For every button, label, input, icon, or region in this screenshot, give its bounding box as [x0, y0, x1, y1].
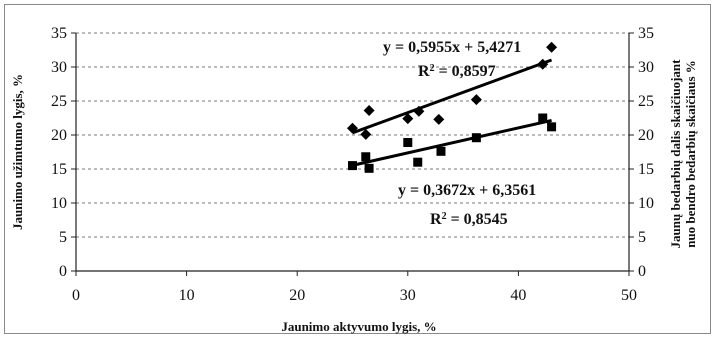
label-layer: Jaunimo aktyvumo lygis, % Jaunimo užimtu…	[10, 39, 698, 334]
y-tick-label-left-30: 30	[51, 59, 67, 76]
data-point-series-1-1	[360, 128, 372, 140]
data-point-series-1-8	[546, 41, 558, 53]
x-tick-label-10: 10	[179, 287, 195, 304]
r2-series-1: R2 = 0,8597	[418, 63, 496, 81]
y-axis-title-left: Jaunimo užimtumo lygis, %	[10, 74, 25, 230]
equation-series-1: y = 0,5955x + 5,4271	[383, 39, 521, 56]
y-tick-label-right-30: 30	[638, 59, 654, 76]
y-tick-label-left-5: 5	[59, 229, 67, 246]
r2-series-2-value: = 0,8545	[447, 211, 508, 228]
data-point-series-1-5	[433, 113, 445, 125]
trendline-series-2	[352, 118, 552, 167]
y-axis-title-right-line1: Jaunų bedarbių dalis skaičiuojant	[668, 59, 683, 249]
point-layer	[347, 41, 558, 173]
r2-series-2-prefix: R	[430, 211, 442, 228]
y-tick-label-right-0: 0	[638, 263, 646, 280]
x-tick-label-50: 50	[621, 287, 637, 304]
trendline-layer	[351, 58, 553, 167]
trendline-series-1	[351, 58, 553, 135]
y-tick-label-left-10: 10	[51, 195, 67, 212]
data-point-series-2-1	[361, 152, 371, 162]
data-point-series-2-8	[547, 122, 557, 132]
x-tick-label-0: 0	[72, 287, 80, 304]
r2-series-1-prefix: R	[418, 63, 430, 80]
y-tick-label-right-35: 35	[638, 25, 654, 42]
x-tick-label-30: 30	[400, 287, 416, 304]
y-tick-label-right-20: 20	[638, 127, 654, 144]
x-axis-title: Jaunimo aktyvumo lygis, %	[281, 319, 436, 334]
data-point-series-1-6	[470, 94, 482, 106]
y-tick-label-right-15: 15	[638, 161, 654, 178]
equation-series-2: y = 0,3672x + 6,3561	[398, 182, 536, 199]
data-point-series-1-2	[363, 105, 375, 117]
y-tick-label-right-5: 5	[638, 229, 646, 246]
y-tick-label-left-15: 15	[51, 161, 67, 178]
x-tick-label-40: 40	[510, 287, 526, 304]
r2-series-2-exponent: 2	[442, 211, 447, 222]
x-tick-label-20: 20	[289, 287, 305, 304]
data-point-series-2-6	[471, 133, 481, 143]
data-point-series-2-3	[403, 137, 413, 147]
r2-series-1-exponent: 2	[430, 63, 435, 74]
y-tick-label-left-20: 20	[51, 127, 67, 144]
r2-series-2: R2 = 0,8545	[430, 211, 508, 229]
data-point-series-2-4	[413, 157, 423, 167]
y-tick-label-left-0: 0	[59, 263, 67, 280]
data-point-series-1-0	[347, 122, 358, 134]
y-tick-label-left-25: 25	[51, 93, 67, 110]
data-point-series-1-3	[402, 113, 414, 125]
y-tick-label-right-10: 10	[638, 195, 654, 212]
r2-series-1-value: = 0,8597	[435, 63, 496, 80]
data-point-series-2-5	[436, 146, 446, 156]
data-point-series-2-2	[364, 163, 374, 173]
data-point-series-1-7	[537, 58, 549, 70]
y-tick-label-left-35: 35	[51, 25, 67, 42]
data-point-series-2-7	[538, 113, 548, 123]
y-axis-title-right-line2: nuo bendro bedarbių skaičiaus %	[683, 60, 698, 248]
y-tick-label-right-25: 25	[638, 93, 654, 110]
data-point-series-1-4	[413, 105, 425, 117]
data-point-series-2-0	[348, 161, 357, 171]
